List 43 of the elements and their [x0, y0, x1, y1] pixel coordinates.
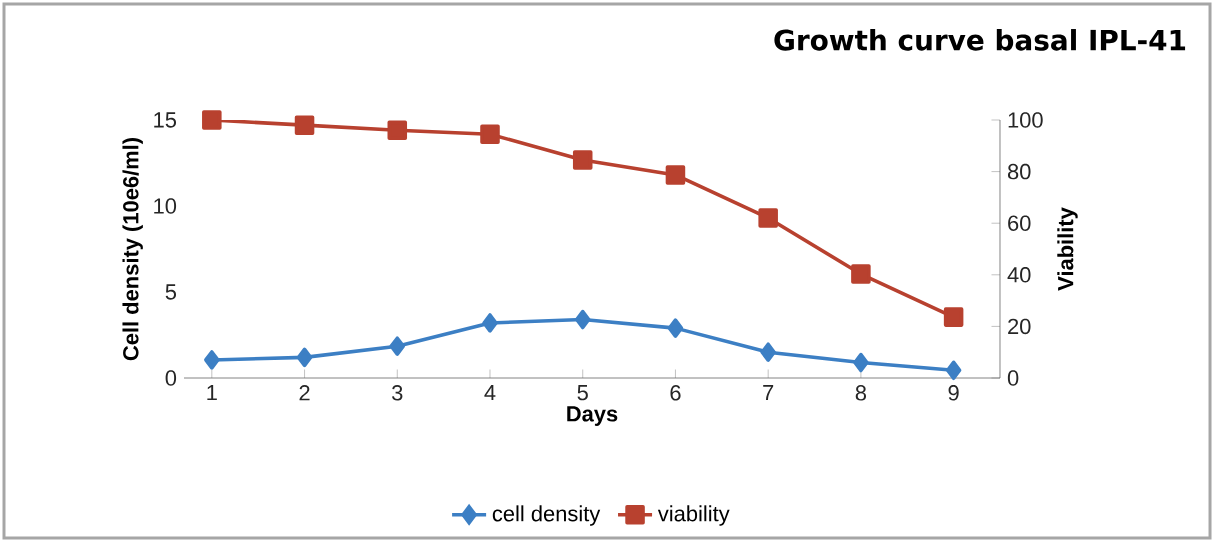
x-tick-label: 5	[577, 385, 588, 401]
point	[667, 318, 684, 338]
chart-title: Growth curve basal IPL-41	[774, 29, 1186, 51]
point	[853, 352, 869, 373]
point	[387, 120, 408, 141]
y2-tick-label: 20	[1008, 318, 1031, 335]
point	[851, 264, 871, 284]
x-tick-label: 9	[948, 385, 959, 401]
y-tick-label: 10	[154, 198, 177, 214]
x-tick-label: 4	[484, 385, 496, 401]
point	[482, 313, 498, 333]
point	[758, 208, 778, 228]
y2-tick-label: 100	[1008, 112, 1043, 128]
point	[943, 307, 964, 327]
y-axis-title: Cell density (10e6/ml)	[122, 138, 143, 361]
y2-tick-label: 0	[1007, 370, 1019, 386]
legend-label: cell density	[492, 505, 601, 526]
y-tick-label: 5	[165, 284, 177, 300]
point	[389, 336, 406, 356]
y2-tick-label: 60	[1008, 215, 1031, 231]
x-tick-label: 3	[392, 385, 403, 401]
y2-axis-title: Viability	[1057, 207, 1078, 291]
x-axis-title: Days	[567, 406, 618, 426]
y2-tick-label: 80	[1007, 163, 1031, 180]
point	[572, 150, 593, 170]
point	[665, 165, 686, 185]
point	[296, 347, 313, 368]
y-tick-label: 0	[165, 370, 177, 386]
x-tick-label: 6	[670, 385, 681, 401]
point	[760, 342, 776, 362]
y-tick-label: 15	[154, 112, 177, 128]
point	[480, 124, 500, 144]
x-tick-label: 1	[207, 385, 217, 401]
x-tick-label: 8	[855, 385, 867, 401]
point	[294, 115, 315, 135]
y2-tick-label: 40	[1007, 267, 1031, 283]
point	[204, 350, 220, 370]
x-tick-label: 7	[763, 385, 774, 401]
point	[202, 110, 222, 130]
point	[574, 309, 591, 330]
point	[945, 360, 962, 381]
legend-label: viability	[657, 505, 730, 526]
x-tick-label: 2	[299, 385, 310, 401]
